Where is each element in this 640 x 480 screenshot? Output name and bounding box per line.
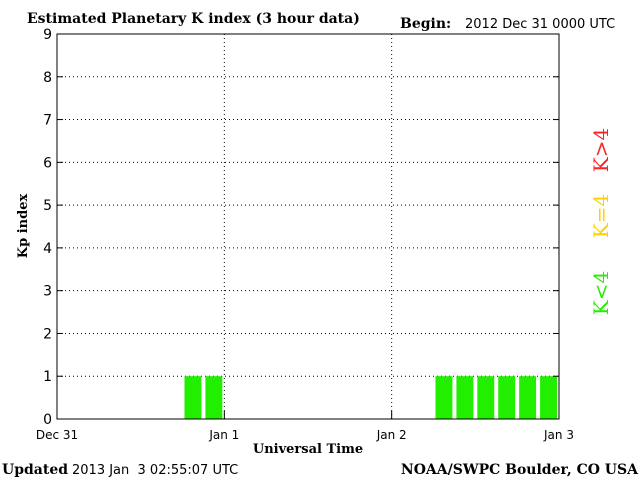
y-ticks: 0 1 2 3 4 5 6 7 8 9 bbox=[43, 27, 559, 428]
begin-label: Begin: bbox=[400, 16, 451, 32]
y-tick-label: 7 bbox=[43, 113, 52, 129]
y-tick-label: 0 bbox=[43, 412, 52, 428]
kp-bar bbox=[477, 376, 495, 419]
x-tick-label: Dec 31 bbox=[36, 428, 78, 442]
y-tick-label: 4 bbox=[43, 241, 52, 257]
kp-bar bbox=[498, 376, 516, 419]
plot-frame bbox=[56, 33, 560, 420]
kp-bar bbox=[519, 376, 537, 419]
kp-bar bbox=[184, 376, 202, 419]
x-ticks: Dec 31 Jan 1 Jan 2 Jan 3 bbox=[36, 411, 574, 442]
kp-bar bbox=[435, 376, 453, 419]
legend-k-greater-4: K>4 bbox=[589, 128, 613, 172]
updated-label: Updated bbox=[2, 462, 68, 478]
grid-lines bbox=[57, 34, 559, 419]
y-tick-label: 2 bbox=[43, 326, 52, 342]
legend-k-equal-4: K=4 bbox=[589, 194, 613, 238]
credit-text: NOAA/SWPC Boulder, CO USA bbox=[401, 462, 639, 478]
x-axis-label: Universal Time bbox=[253, 442, 363, 457]
y-tick-label: 3 bbox=[43, 284, 52, 300]
x-tick-label: Jan 2 bbox=[376, 428, 407, 442]
x-tick-label: Jan 3 bbox=[543, 428, 574, 442]
y-tick-label: 6 bbox=[43, 155, 52, 171]
kp-bar bbox=[205, 376, 223, 419]
bars bbox=[184, 376, 557, 419]
kp-bar bbox=[540, 376, 557, 419]
x-tick-label: Jan 1 bbox=[208, 428, 239, 442]
legend-k-less-4: K<4 bbox=[589, 271, 613, 315]
begin-value: 2012 Dec 31 0000 UTC bbox=[465, 17, 615, 32]
y-tick-label: 5 bbox=[43, 198, 52, 214]
chart-title: Estimated Planetary K index (3 hour data… bbox=[27, 11, 360, 27]
updated-value: 2013 Jan 3 02:55:07 UTC bbox=[72, 463, 238, 478]
kp-bar bbox=[456, 376, 474, 419]
y-axis-label: Kp index bbox=[16, 194, 31, 259]
y-tick-label: 9 bbox=[43, 27, 52, 43]
y-tick-label: 1 bbox=[43, 369, 52, 385]
y-tick-label: 8 bbox=[43, 70, 52, 86]
